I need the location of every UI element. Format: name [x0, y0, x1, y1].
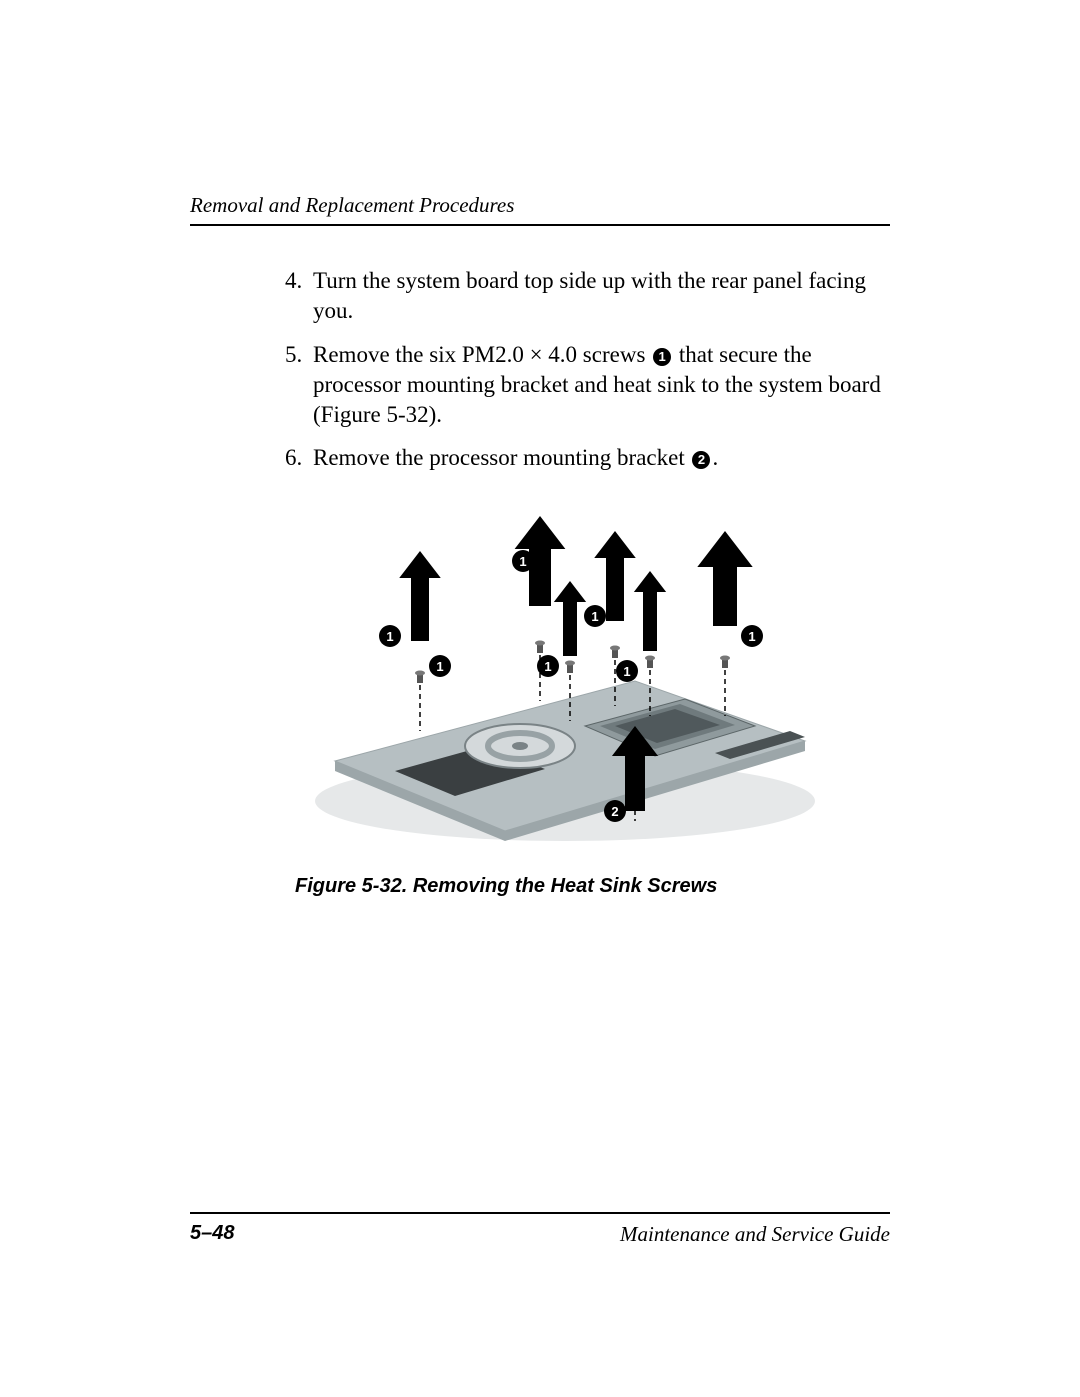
figure-caption: Figure 5-32. Removing the Heat Sink Scre… [295, 875, 890, 898]
step-text: Remove the processor mounting bracket 2. [313, 445, 718, 470]
document-page: Removal and Replacement Procedures 4. Tur… [0, 0, 1080, 1397]
step-item: 6. Remove the processor mounting bracket … [285, 443, 885, 473]
svg-text:1: 1 [519, 554, 526, 569]
svg-text:2: 2 [611, 804, 618, 819]
step-item: 5. Remove the six PM2.0 × 4.0 screws 1 th… [285, 340, 885, 430]
svg-text:1: 1 [623, 664, 630, 679]
page-number: 5–48 [190, 1222, 235, 1245]
svg-text:1: 1 [591, 609, 598, 624]
step-text: Turn the system board top side up with t… [313, 268, 866, 323]
guide-name: Maintenance and Service Guide [620, 1222, 890, 1247]
svg-text:1: 1 [748, 629, 755, 644]
step-item: 4. Turn the system board top side up with… [285, 266, 885, 326]
step-number: 5. [285, 340, 302, 370]
page-footer: 5–48 Maintenance and Service Guide [190, 1212, 890, 1247]
step-text: Remove the six PM2.0 × 4.0 screws 1 that… [313, 342, 881, 427]
section-header: Removal and Replacement Procedures [190, 193, 890, 226]
heat-sink-figure: 1 1 1 1 1 1 1 2 [285, 501, 845, 861]
svg-text:1: 1 [544, 659, 551, 674]
content-area: Removal and Replacement Procedures 4. Tur… [190, 193, 890, 898]
svg-text:1: 1 [436, 659, 443, 674]
figure-block: 1 1 1 1 1 1 1 2 Figure 5-32. Removing the Heat … [285, 501, 890, 898]
callout-ref-icon: 1 [653, 348, 671, 366]
step-number: 4. [285, 266, 302, 296]
steps-block: 4. Turn the system board top side up with… [285, 266, 885, 473]
step-number: 6. [285, 443, 302, 473]
svg-text:1: 1 [386, 629, 393, 644]
callout-ref-icon: 2 [692, 451, 710, 469]
step-list: 4. Turn the system board top side up with… [285, 266, 885, 473]
